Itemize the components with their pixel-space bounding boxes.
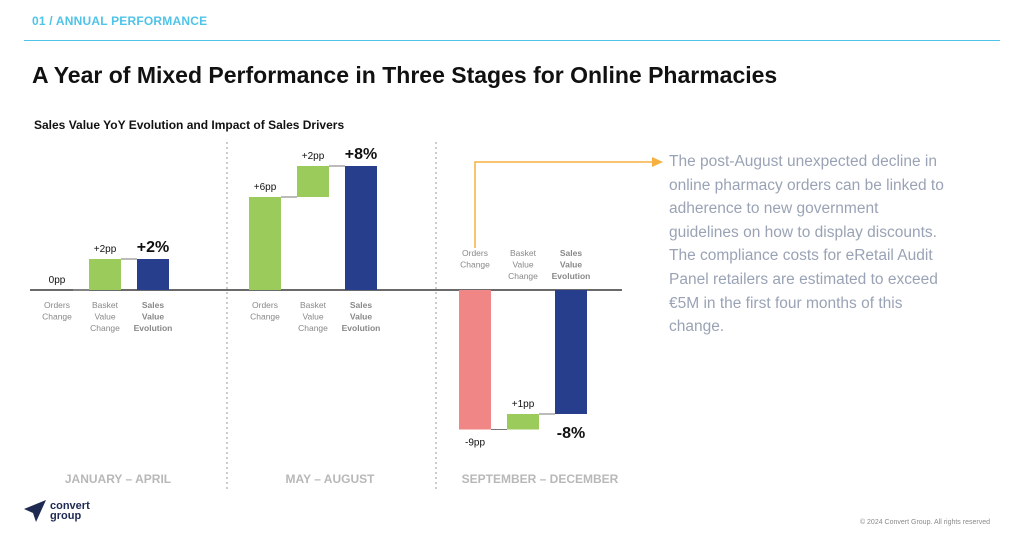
category-label: Sales — [142, 300, 164, 310]
category-label: Value — [560, 260, 582, 270]
driver-value-label: +1pp — [512, 399, 535, 410]
category-label: Change — [298, 323, 328, 333]
sales-value-evolution-bar — [137, 259, 169, 290]
logo-text: convert group — [50, 500, 90, 522]
category-label: Sales — [350, 300, 372, 310]
logo: convert group — [22, 498, 90, 524]
category-label: Value — [302, 312, 323, 322]
category-label: Basket — [510, 248, 537, 258]
copyright: © 2024 Convert Group. All rights reserve… — [859, 519, 990, 526]
basket-value-change-bar — [507, 414, 539, 430]
category-label: Change — [460, 260, 490, 270]
category-label: Evolution — [342, 323, 381, 333]
period-label: SEPTEMBER – DECEMBER — [462, 472, 619, 486]
basket-value-change-bar — [297, 166, 329, 197]
driver-value-label: +6pp — [254, 182, 277, 193]
page-title: A Year of Mixed Performance in Three Sta… — [32, 62, 778, 88]
category-label: Change — [90, 323, 120, 333]
section-tag: 01 / ANNUAL PERFORMANCE — [32, 14, 208, 28]
total-value-label: +8% — [345, 146, 377, 163]
callout-line — [474, 161, 655, 248]
category-label: Orders — [252, 300, 278, 310]
driver-value-label: +2pp — [94, 244, 117, 255]
period-label: MAY – AUGUST — [286, 472, 376, 486]
total-value-label: +2% — [137, 239, 169, 256]
total-value-label: -8% — [557, 425, 585, 442]
category-label: Sales — [560, 248, 582, 258]
commentary-text: The post-August unexpected decline in on… — [669, 153, 944, 336]
sales-value-evolution-bar — [345, 166, 377, 290]
category-label: Basket — [92, 300, 119, 310]
convert-group-logo-icon — [24, 500, 46, 522]
category-label: Change — [250, 312, 280, 322]
category-label: Value — [142, 312, 164, 322]
category-label: Basket — [300, 300, 327, 310]
category-label: Value — [350, 312, 372, 322]
category-label: Change — [508, 271, 538, 281]
logo-line-1: convert — [50, 500, 90, 512]
orders-change-bar — [249, 197, 281, 290]
period-label: JANUARY – APRIL — [65, 472, 171, 486]
category-label: Value — [512, 260, 533, 270]
category-label: Orders — [462, 248, 488, 258]
driver-value-label: +2pp — [302, 151, 325, 162]
driver-value-label: -9pp — [465, 438, 485, 449]
top-divider — [24, 40, 1000, 41]
category-label: Value — [94, 312, 115, 322]
category-label: Evolution — [134, 323, 173, 333]
logo-line-2: group — [50, 510, 82, 522]
arrow-head-icon — [652, 157, 663, 167]
basket-value-change-bar — [89, 259, 121, 290]
category-label: Evolution — [552, 271, 591, 281]
orders-change-bar — [459, 290, 491, 430]
chart-title: Sales Value YoY Evolution and Impact of … — [34, 118, 345, 132]
category-label: Orders — [44, 300, 70, 310]
driver-value-label: 0pp — [49, 275, 66, 286]
category-label: Change — [42, 312, 72, 322]
sales-value-evolution-bar — [555, 290, 587, 414]
